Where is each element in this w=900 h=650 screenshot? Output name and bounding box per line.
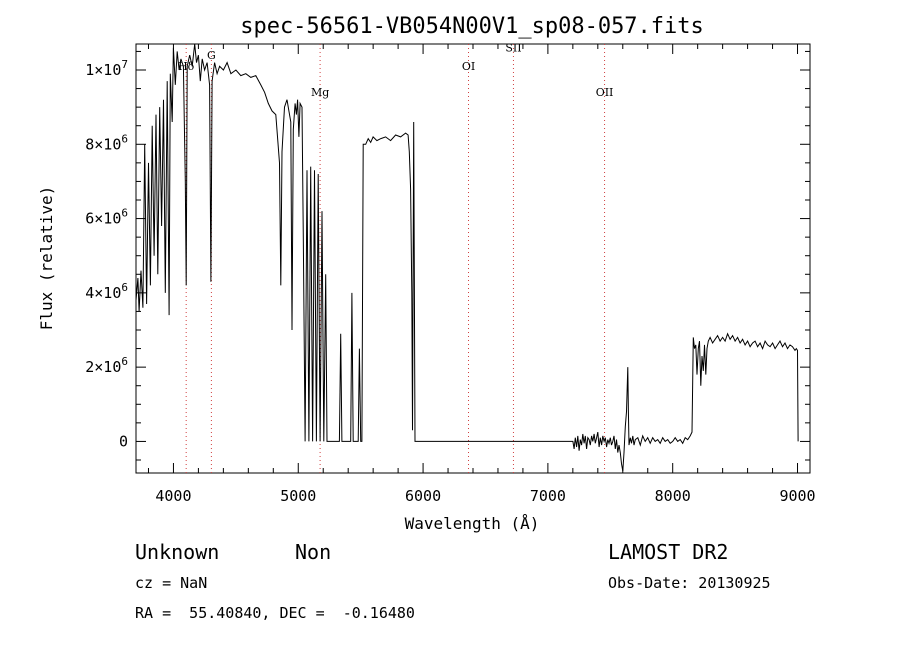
coordinates-readout: RA = 55.40840, DEC = -0.16480 (135, 604, 415, 622)
y-tick-label: 0 (119, 432, 128, 450)
x-tick-label: 9000 (779, 487, 815, 505)
y-tick-label: 6×106 (85, 207, 128, 228)
subclass-label: Non (295, 540, 332, 564)
spectral-line-label: OII (596, 86, 614, 99)
spectral-line-label: OI (462, 60, 475, 73)
redshift-readout: cz = NaN (135, 574, 208, 592)
spectral-line-label: SII (505, 41, 521, 54)
x-tick-label: 5000 (280, 487, 316, 505)
spectral-line-label: Mg (311, 86, 329, 99)
chart-title: spec-56561-VB054N00V1_sp08-057.fits (240, 14, 704, 39)
x-tick-label: 4000 (155, 487, 191, 505)
x-tick-label: 8000 (655, 487, 691, 505)
axis-ticks: 4000 5000 6000 7000 8000 9000 0 2×106 4×106 6×106… (85, 44, 816, 505)
obs-date-readout: Obs-Date: 20130925 (608, 574, 771, 592)
spectrum-line (135, 43, 799, 472)
y-tick-label: 4×106 (85, 281, 128, 302)
class-label: Unknown (135, 540, 220, 564)
plot-frame (135, 43, 811, 474)
spectral-line-label: G (207, 49, 216, 62)
x-tick-label: 6000 (405, 487, 441, 505)
y-tick-label: 1×107 (85, 58, 128, 79)
survey-label: LAMOST DR2 (608, 540, 729, 564)
y-tick-label: 2×106 (85, 355, 128, 376)
x-axis-label: Wavelength (Å) (405, 514, 540, 533)
y-tick-label: 8×106 (85, 132, 128, 153)
y-axis-label: Flux (relative) (37, 186, 56, 331)
x-tick-label: 7000 (530, 487, 566, 505)
